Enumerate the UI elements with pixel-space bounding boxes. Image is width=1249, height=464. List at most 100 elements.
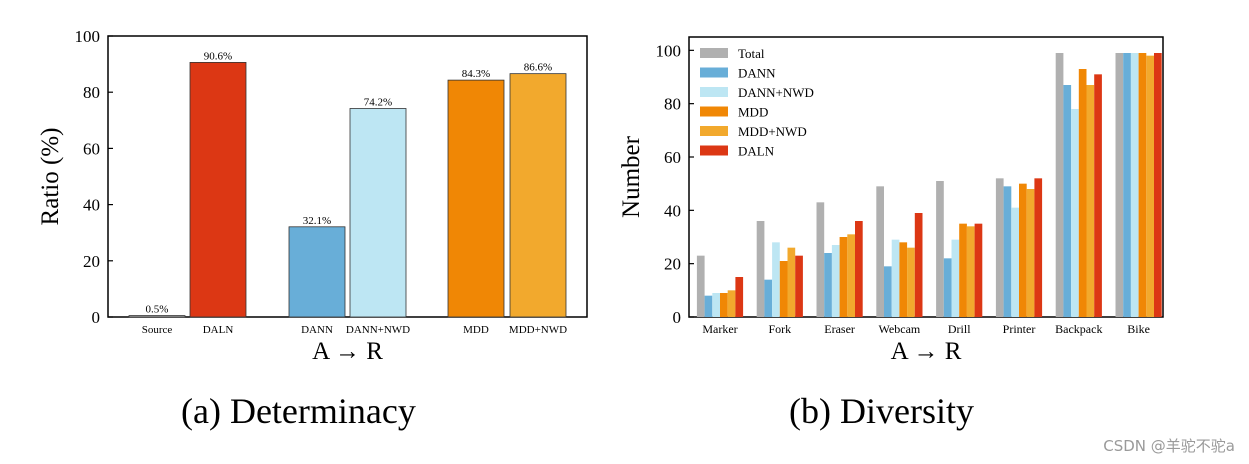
b-legend-swatch: [700, 87, 728, 97]
b-bar-mdd: [779, 261, 788, 317]
a-bar-mdd: [447, 79, 505, 318]
b-legend-label: DANN: [738, 66, 776, 81]
a-y-tick-label: 0: [92, 308, 101, 327]
a-data-label: 90.6%: [204, 50, 232, 62]
a-bar-mdd-plus-nwd: [509, 73, 567, 318]
b-bar-dann: [764, 279, 773, 317]
b-bar-total: [1115, 53, 1124, 317]
a-data-label: 0.5%: [146, 304, 169, 316]
b-bar-dann-plus-nwd: [891, 239, 900, 317]
a-bar-source: [128, 315, 186, 318]
b-legend-swatch: [700, 145, 728, 156]
a-bar-daln: [189, 62, 247, 318]
a-data-label: 74.2%: [364, 96, 392, 108]
b-y-axis-label: Number: [618, 135, 645, 218]
b-bar-mdd: [1019, 183, 1027, 317]
b-x-tick-label: Webcam: [879, 322, 921, 336]
b-bar-daln: [1094, 74, 1102, 317]
b-legend-label: MDD: [738, 105, 768, 120]
b-x-tick-label: Backpack: [1055, 322, 1102, 336]
b-legend-swatch: [700, 126, 728, 136]
b-y-tick-label: 80: [664, 95, 681, 114]
b-bar-dann-plus-nwd: [1130, 53, 1139, 317]
b-bar-daln: [1034, 178, 1043, 317]
b-bar-dann-plus-nwd: [772, 242, 780, 317]
b-bar-total: [756, 221, 765, 317]
b-x-axis-label: A → R: [891, 338, 962, 365]
b-bar-daln: [1154, 53, 1162, 317]
b-y-tick-label: 20: [664, 255, 681, 274]
b-bar-dann-plus-nwd: [1071, 109, 1079, 317]
b-bar-mdd-plus-nwd: [787, 247, 796, 317]
b-bar-total: [995, 178, 1004, 317]
b-x-tick-label: Eraser: [824, 322, 855, 336]
b-bar-dann: [943, 258, 952, 317]
b-legend-label: MDD+NWD: [738, 124, 807, 139]
b-x-tick-label: Bike: [1127, 322, 1150, 336]
b-bar-dann: [1003, 186, 1012, 317]
b-bar-mdd-plus-nwd: [907, 247, 915, 317]
a-x-tick-label: DANN+NWD: [346, 324, 410, 336]
a-data-label: 86.6%: [524, 62, 552, 74]
b-legend-swatch: [700, 48, 728, 58]
b-bar-mdd: [1138, 53, 1147, 317]
a-x-tick-label: Source: [142, 324, 173, 336]
b-y-tick-label: 40: [664, 201, 681, 220]
b-y-tick-label: 60: [664, 148, 681, 167]
b-bar-dann-plus-nwd: [1011, 207, 1019, 317]
a-x-tick-label: MDD+NWD: [509, 324, 567, 336]
b-bar-dann-plus-nwd: [951, 239, 960, 317]
b-legend-label: DANN+NWD: [738, 85, 814, 100]
b-legend-label: DALN: [738, 144, 775, 159]
b-x-tick-label: Drill: [948, 322, 971, 336]
b-bar-dann: [884, 266, 892, 317]
b-bar-dann-plus-nwd: [831, 245, 840, 317]
b-bar-mdd: [720, 293, 728, 317]
b-bar-total: [1055, 53, 1064, 317]
a-axes-frame: [107, 35, 588, 318]
b-bar-daln: [795, 255, 803, 317]
b-bar-dann: [824, 253, 832, 317]
b-legend-swatch: [700, 106, 728, 117]
a-x-tick-label: DALN: [203, 324, 234, 336]
b-bar-daln: [735, 277, 744, 317]
caption-a: (a) Determinacy: [181, 391, 416, 431]
caption-b: (b) Diversity: [789, 391, 974, 431]
b-bar-dann: [1123, 53, 1131, 317]
b-bar-total: [936, 181, 944, 317]
b-y-tick-label: 100: [656, 41, 682, 60]
b-bar-mdd: [959, 223, 967, 317]
a-y-tick-label: 40: [83, 196, 100, 215]
a-x-tick-label: MDD: [463, 324, 489, 336]
b-axes-frame: [688, 36, 1164, 318]
a-data-label: 32.1%: [303, 215, 331, 227]
b-bar-daln: [855, 221, 863, 317]
b-bar-mdd-plus-nwd: [847, 234, 855, 317]
a-data-label: 84.3%: [462, 68, 490, 80]
b-bar-mdd: [899, 242, 908, 317]
a-bar-dann-plus-nwd: [349, 108, 407, 318]
a-x-axis-label: A → R: [312, 338, 383, 365]
watermark: CSDN @羊驼不驼a: [1103, 437, 1235, 455]
b-bar-dann: [1063, 85, 1072, 317]
a-y-tick-label: 100: [75, 27, 101, 46]
b-legend-label: Total: [738, 46, 765, 61]
a-y-tick-label: 60: [83, 139, 100, 158]
b-bar-dann-plus-nwd: [712, 293, 720, 317]
a-bar-dann: [288, 226, 346, 318]
b-bar-total: [876, 186, 884, 317]
b-bar-dann: [704, 295, 713, 317]
b-bar-mdd-plus-nwd: [1086, 85, 1095, 317]
b-bar-daln: [914, 213, 923, 317]
a-y-tick-label: 80: [83, 83, 100, 102]
b-x-tick-label: Printer: [1003, 322, 1036, 336]
b-bar-mdd-plus-nwd: [1026, 189, 1035, 317]
b-bar-total: [816, 202, 825, 317]
b-bar-total: [696, 255, 705, 317]
b-bar-daln: [974, 223, 983, 317]
b-bar-mdd-plus-nwd: [727, 290, 736, 317]
b-bar-mdd-plus-nwd: [1146, 55, 1154, 318]
b-legend-swatch: [700, 67, 728, 78]
b-bar-mdd-plus-nwd: [966, 226, 975, 317]
